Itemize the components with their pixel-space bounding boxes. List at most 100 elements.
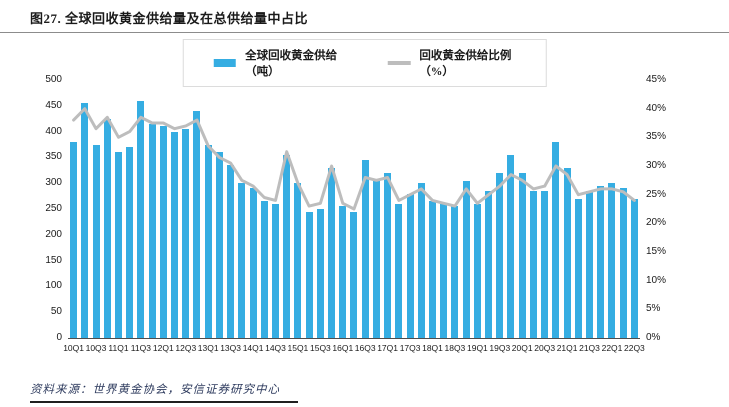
legend-item-line: 回收黄金供给比例（%） xyxy=(387,47,516,79)
legend: 全球回收黄金供给（吨） 回收黄金供给比例（%） xyxy=(182,39,547,87)
title-divider xyxy=(0,32,729,33)
right-axis-tick: 5% xyxy=(646,303,661,315)
x-axis-tick: 11Q3 xyxy=(130,343,151,353)
bar xyxy=(215,152,223,338)
bar xyxy=(238,183,246,338)
right-axis-tick: 25% xyxy=(646,188,667,200)
bar xyxy=(597,185,605,338)
x-axis-tick: 17Q1 xyxy=(377,343,398,353)
x-axis-tick: 18Q3 xyxy=(444,343,466,353)
x-axis-tick: 16Q1 xyxy=(332,343,354,353)
x-axis-tick: 15Q1 xyxy=(287,343,309,353)
figure-title: 图27. 全球回收黄金供给量及在总供给量中占比 xyxy=(30,11,309,26)
bar xyxy=(227,165,234,338)
bar xyxy=(193,111,201,338)
bar xyxy=(406,193,414,338)
bar xyxy=(361,160,369,338)
bar xyxy=(148,123,156,338)
bar xyxy=(574,198,582,338)
left-axis-tick: 200 xyxy=(45,228,62,240)
left-axis-tick: 300 xyxy=(45,177,62,189)
bar xyxy=(608,183,616,338)
x-axis-tick: 10Q1 xyxy=(63,343,84,353)
bar-series xyxy=(68,80,640,338)
x-axis-tick: 15Q3 xyxy=(309,343,331,353)
bar xyxy=(137,100,145,338)
bar xyxy=(384,172,392,338)
left-axis-tick: 450 xyxy=(45,99,62,111)
bar xyxy=(70,141,77,338)
x-axis-tick: 14Q3 xyxy=(265,343,286,353)
bar xyxy=(529,190,537,338)
x-axis-tick: 18Q1 xyxy=(422,343,443,353)
x-axis-tick: 21Q3 xyxy=(579,343,600,353)
bar xyxy=(473,203,481,338)
bar xyxy=(294,183,302,338)
bar xyxy=(518,172,526,338)
line-series xyxy=(72,107,636,211)
bar xyxy=(271,203,279,338)
line-series-swatch xyxy=(387,61,411,65)
x-axis-tick: 20Q3 xyxy=(534,343,556,353)
x-axis-tick: 22Q1 xyxy=(601,343,623,353)
x-axis-tick: 13Q1 xyxy=(197,343,219,353)
bar xyxy=(428,201,436,338)
x-axis-tick: 22Q3 xyxy=(623,343,645,353)
bar xyxy=(507,154,515,338)
line-series-label: 回收黄金供给比例（%） xyxy=(419,50,512,78)
x-axis-tick: 17Q3 xyxy=(399,343,421,353)
bar xyxy=(305,211,313,338)
bar xyxy=(417,183,425,338)
bar xyxy=(451,206,459,338)
x-axis-tick: 21Q1 xyxy=(556,343,578,353)
bar xyxy=(585,190,593,338)
left-axis-tick: 100 xyxy=(45,280,62,292)
bar xyxy=(485,190,492,338)
right-axis-tick: 30% xyxy=(646,160,667,171)
bar xyxy=(563,167,571,338)
bar-series-swatch xyxy=(213,59,237,67)
left-axis-tick: 50 xyxy=(50,306,62,318)
bar xyxy=(81,103,89,338)
bar xyxy=(372,180,380,338)
bar xyxy=(92,144,100,338)
bar xyxy=(126,147,134,338)
bar xyxy=(630,198,638,338)
x-axis-tick: 12Q3 xyxy=(175,343,197,353)
bar xyxy=(159,126,167,338)
bar xyxy=(103,118,111,338)
x-axis-tick: 11Q1 xyxy=(108,343,129,353)
left-axis-tick: 400 xyxy=(45,125,62,137)
bar-series-label: 全球回收黄金供给（吨） xyxy=(245,50,338,78)
left-axis-tick: 350 xyxy=(45,151,62,163)
right-axis-tick: 35% xyxy=(646,131,667,143)
right-axis-tick: 10% xyxy=(646,274,667,286)
bar xyxy=(328,167,335,338)
bar xyxy=(182,129,190,338)
left-axis-tick: 500 xyxy=(45,74,62,85)
bar xyxy=(316,209,324,338)
bar xyxy=(171,131,178,338)
left-axis-tick: 150 xyxy=(45,254,62,266)
x-axis-tick: 19Q1 xyxy=(466,343,488,353)
bar xyxy=(395,203,403,338)
bar xyxy=(249,188,257,338)
chart-area: 500 450 400 350 300 250 200 150 100 50 0 45% 40% 35%… xyxy=(0,70,729,370)
x-axis-tick: 19Q3 xyxy=(489,343,511,353)
right-axis-tick: 0% xyxy=(646,332,661,343)
source-note: 资料来源：世界黄金协会，安信证券研究中心 xyxy=(30,384,280,396)
bar xyxy=(541,190,549,338)
bar xyxy=(440,203,448,338)
footer-rule xyxy=(30,401,298,403)
ratio-line xyxy=(72,107,636,211)
bar xyxy=(350,211,358,338)
bar xyxy=(283,154,291,338)
bar xyxy=(204,144,212,338)
left-axis-tick: 0 xyxy=(56,332,62,343)
bar xyxy=(496,172,504,338)
plot-area xyxy=(68,80,640,339)
bar xyxy=(619,188,627,338)
right-axis-tick: 45% xyxy=(646,74,667,85)
bar xyxy=(260,201,268,338)
x-axis-tick: 16Q3 xyxy=(354,343,376,353)
